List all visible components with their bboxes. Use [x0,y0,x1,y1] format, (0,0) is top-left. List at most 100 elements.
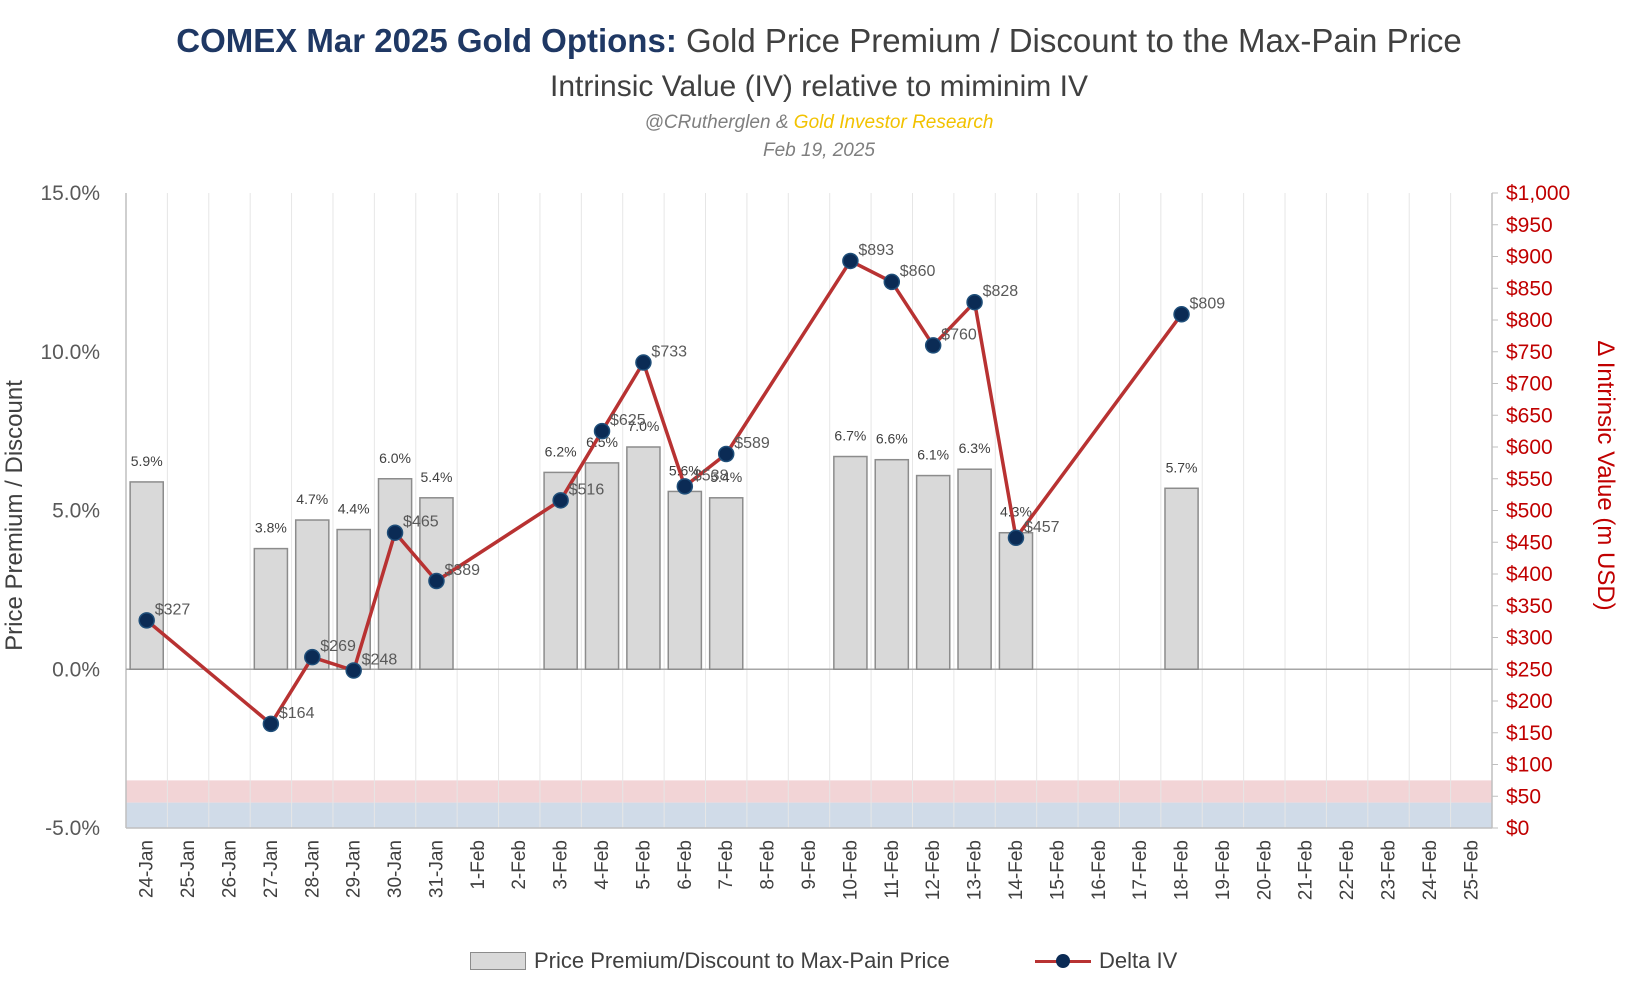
delta-iv-label: $164 [279,705,315,722]
delta-iv-label: $327 [155,601,191,618]
legend-item-bars: Price Premium/Discount to Max-Pain Price [470,948,950,974]
delta-iv-label: $760 [941,326,977,343]
legend-line-swatch [1035,951,1091,971]
bar-data-label: 3.8% [255,520,287,536]
legend-bar-swatch [470,952,526,970]
y2-axis-title: Δ Intrinsic Value (m USD) [1592,340,1619,610]
y-tick-label: -5.0% [45,817,100,840]
y2-tick-label: $350 [1506,595,1553,618]
x-tick-label: 23-Feb [1379,840,1400,900]
y2-tick-label: $500 [1506,500,1553,523]
x-tick-label: 4-Feb [592,840,613,890]
bar-data-label: 6.3% [959,440,991,456]
y2-tick-label: $50 [1506,785,1541,808]
delta-iv-label: $809 [1190,295,1226,312]
y2-tick-label: $600 [1506,436,1553,459]
delta-iv-point [304,648,321,666]
delta-iv-point [386,524,404,541]
x-tick-label: 26-Jan [219,840,240,898]
x-tick-label: 29-Jan [344,840,365,898]
delta-iv-point [924,337,942,354]
y2-tick-label: $650 [1506,404,1553,427]
delta-iv-label: $860 [900,263,936,280]
y2-tick-label: $550 [1506,468,1553,491]
bar-data-label: 4.3% [1000,504,1032,520]
delta-iv-point [552,492,569,509]
bar [294,519,330,671]
delta-iv-point [262,715,280,733]
delta-iv-point [883,273,901,291]
delta-iv-label: $248 [362,652,398,669]
delta-iv-label: $516 [569,481,605,498]
bar [874,458,910,671]
y2-tick-label: $800 [1506,309,1553,332]
y2-tick-label: $300 [1506,627,1553,650]
x-tick-label: 30-Jan [385,840,406,898]
y-tick-label: 10.0% [40,341,100,364]
bar [626,446,661,670]
shaded-band-1 [126,802,1492,828]
x-tick-label: 14-Feb [1006,840,1027,900]
bar-data-label: 5.4% [710,469,742,485]
bar [708,497,744,670]
delta-iv-label: $269 [320,638,356,655]
delta-iv-point [717,445,735,463]
delta-iv-label: $828 [983,283,1019,300]
delta-iv-point [345,662,362,679]
x-tick-label: 10-Feb [840,840,861,900]
x-tick-label: 28-Jan [302,840,323,898]
legend-bars-label: Price Premium/Discount to Max-Pain Price [534,948,950,973]
x-tick-label: 25-Feb [1461,840,1482,900]
x-tick-label: 20-Feb [1254,840,1275,900]
chart-title-bold: COMEX Mar 2025 Gold Options: [176,22,677,59]
y-tick-label: 5.0% [52,500,100,523]
y2-tick-label: $150 [1506,722,1553,745]
bar [998,531,1034,670]
y-tick-label: 15.0% [40,182,100,205]
bar-data-label: 6.2% [545,443,577,459]
chart-date: Feb 19, 2025 [763,140,875,161]
bar-data-label: 5.9% [131,453,163,469]
delta-iv-label: $625 [610,412,646,429]
bar-data-label: 6.7% [834,428,866,444]
bar [584,462,620,670]
bar-data-label: 4.7% [296,491,328,507]
x-tick-label: 5-Feb [633,840,654,890]
x-tick-label: 12-Feb [923,840,944,900]
bar [1164,487,1199,670]
x-tick-label: 13-Feb [965,840,986,900]
delta-iv-point [1007,529,1025,547]
legend-line-label: Delta IV [1099,948,1178,973]
chart-canvas: 15.0% 10.0% 5.0% 0.0% -5.0% $1,000 $950 $900 $85… [1,182,1619,900]
y2-tick-label: $0 [1506,817,1529,840]
delta-iv-point [1173,306,1190,323]
delta-iv-label: $538 [693,467,729,484]
bar [336,528,371,670]
bar-data-label: 4.4% [338,501,370,517]
y2-tick-label: $900 [1506,246,1553,269]
x-tick-label: 15-Feb [1047,840,1068,900]
x-tick-label: 1-Feb [468,840,489,890]
delta-iv-point [966,293,983,311]
y2-tick-label: $950 [1506,214,1553,237]
y-tick-label: 0.0% [52,658,100,681]
credit-brand: Gold Investor Research [793,112,994,133]
bar-data-label: 6.1% [917,447,949,463]
y2-tick-label: $400 [1506,563,1553,586]
x-tick-label: 19-Feb [1213,840,1234,900]
x-tick-label: 21-Feb [1296,840,1317,900]
x-tick-label: 25-Jan [178,840,199,898]
y2-tick-label: $750 [1506,341,1553,364]
delta-iv-label: $389 [444,562,480,579]
x-tick-label: 24-Jan [137,840,158,898]
delta-iv-label: $457 [1024,519,1060,536]
x-tick-label: 3-Feb [551,840,572,890]
bar-data-label: 5.4% [420,469,452,485]
chart-title: COMEX Mar 2025 Gold Options: Gold Price … [0,22,1638,60]
x-tick-label: 31-Jan [426,840,447,898]
x-tick-label: 22-Feb [1337,840,1358,900]
y2-tick-label: $100 [1506,754,1553,777]
y2-tick-label: $850 [1506,277,1553,300]
x-tick-label: 24-Feb [1420,840,1441,900]
bar [253,547,289,670]
